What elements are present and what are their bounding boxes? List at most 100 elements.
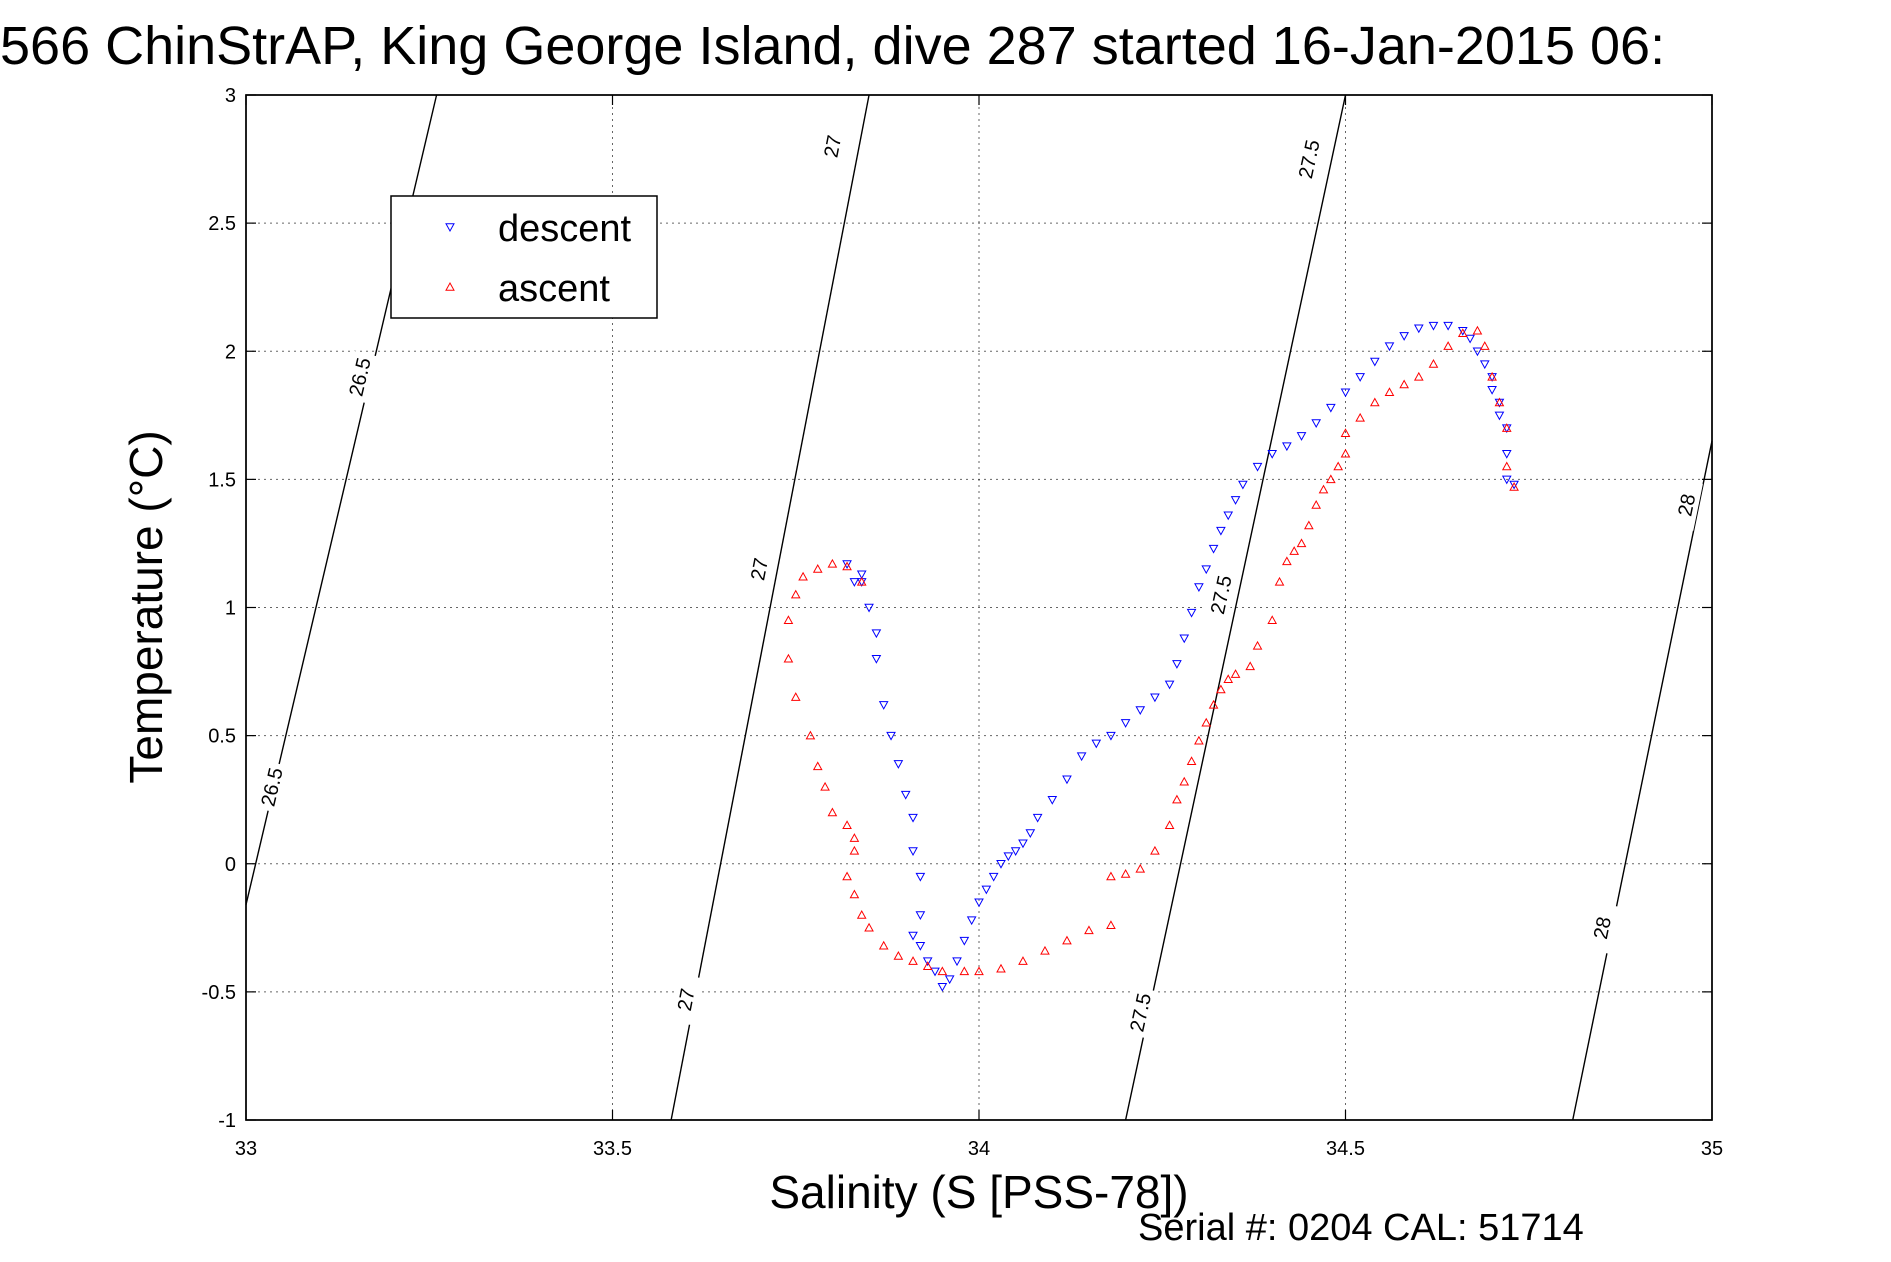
ascent-point [1443,341,1453,350]
descent-point [1076,752,1087,762]
ascent-point [1186,756,1197,765]
plot-frame-overlay [245,94,1713,1121]
descent-point [1428,321,1439,331]
ascent-point [908,956,918,965]
descent-point [1479,360,1490,370]
ascent-point [996,963,1006,973]
ascent-point [1472,325,1483,335]
ascent-point [783,653,794,663]
descent-point [981,885,992,895]
ascent-point [959,966,970,976]
y-tick-label: 3 [225,85,236,107]
descent-point [900,790,911,800]
ascent-point [1399,379,1409,389]
ascent-point [1333,461,1344,471]
descent-point [1164,680,1175,690]
ascent-point [922,961,933,970]
contour-label-background [1204,568,1238,621]
descent-point [1443,321,1453,331]
ascent-point [842,561,852,571]
ascent-point [798,571,808,581]
descent-point [1194,583,1204,593]
legend-marker-descent [445,223,455,233]
x-tick-label: 33.5 [593,1138,632,1160]
contour-label-background [816,120,849,173]
descent-point [1003,852,1014,862]
contour-label-background [1123,986,1158,1039]
ascent-point [1509,482,1519,491]
legend-box [390,195,658,319]
ascent-point [849,833,860,842]
x-tick-label: 33 [235,1138,257,1160]
ascent-point [1384,387,1395,396]
descent-point [1501,450,1512,459]
descent-point [1340,388,1351,398]
descent-point [1311,419,1322,429]
descent-point [1501,475,1512,485]
ascent-point [783,615,794,625]
ascent-point [842,820,852,830]
ascent-point [812,761,823,771]
ascent-point [864,922,874,932]
ascent-point [856,909,867,919]
contour-label: 27 [820,133,846,159]
ascent-point [1340,448,1351,458]
ascent-point [790,692,801,701]
y-tick-label: 1.5 [208,469,236,491]
legend: descent ascent [390,195,658,319]
ascent-series [783,325,1519,976]
descent-point [1179,634,1190,644]
ascent-point [1311,499,1322,509]
x-axis-label: Salinity (S [PSS-78]) [769,1166,1188,1218]
ascent-point [1208,699,1219,709]
density-contour-line [1124,94,1347,1121]
x-tick-label: 34 [968,1138,990,1160]
ascent-point [1479,341,1490,350]
descent-point [1010,847,1021,856]
y-tick-label: 2.5 [208,213,236,235]
y-tick-label: 2 [225,341,236,363]
descent-point [1047,795,1058,805]
contour-label-background [1585,901,1619,954]
descent-point [1509,480,1519,490]
descent-point [937,983,948,992]
ascent-point [805,730,816,740]
ascent-point [1179,776,1190,786]
descent-point [878,701,889,710]
descent-point [849,578,860,587]
ascent-point [842,871,852,881]
chart-title: 566 ChinStrAP, King George Island, dive … [0,16,1665,76]
ascent-point [1194,735,1204,745]
descent-point [1025,829,1036,839]
ascent-point [1164,820,1175,830]
descent-point [1230,496,1241,505]
data-series [783,321,1519,992]
ascent-point [974,966,984,976]
descent-point [1267,450,1278,459]
descent-point [1032,813,1043,823]
ascent-point [1150,845,1160,855]
descent-point [915,872,926,882]
descent-point [893,760,904,769]
y-tick-label: -1 [218,1110,236,1132]
ascent-point [1106,920,1116,929]
ascent-point [1318,484,1329,494]
descent-point [1399,332,1409,341]
ascent-point [1245,661,1256,671]
descent-point [1369,357,1380,367]
ascent-point [1201,717,1212,727]
descent-point [1384,342,1395,352]
descent-point [1472,347,1483,357]
descent-point [1186,608,1197,618]
descent-point [1238,480,1248,490]
descent-point [908,931,918,941]
descent-point [1457,327,1468,336]
descent-point [886,731,896,741]
ascent-point [1135,863,1146,873]
descent-point [959,936,970,946]
ascent-point [1084,925,1094,935]
ascent-point [1494,397,1505,407]
ascent-point [1487,371,1497,381]
ascent-point [1296,538,1307,548]
